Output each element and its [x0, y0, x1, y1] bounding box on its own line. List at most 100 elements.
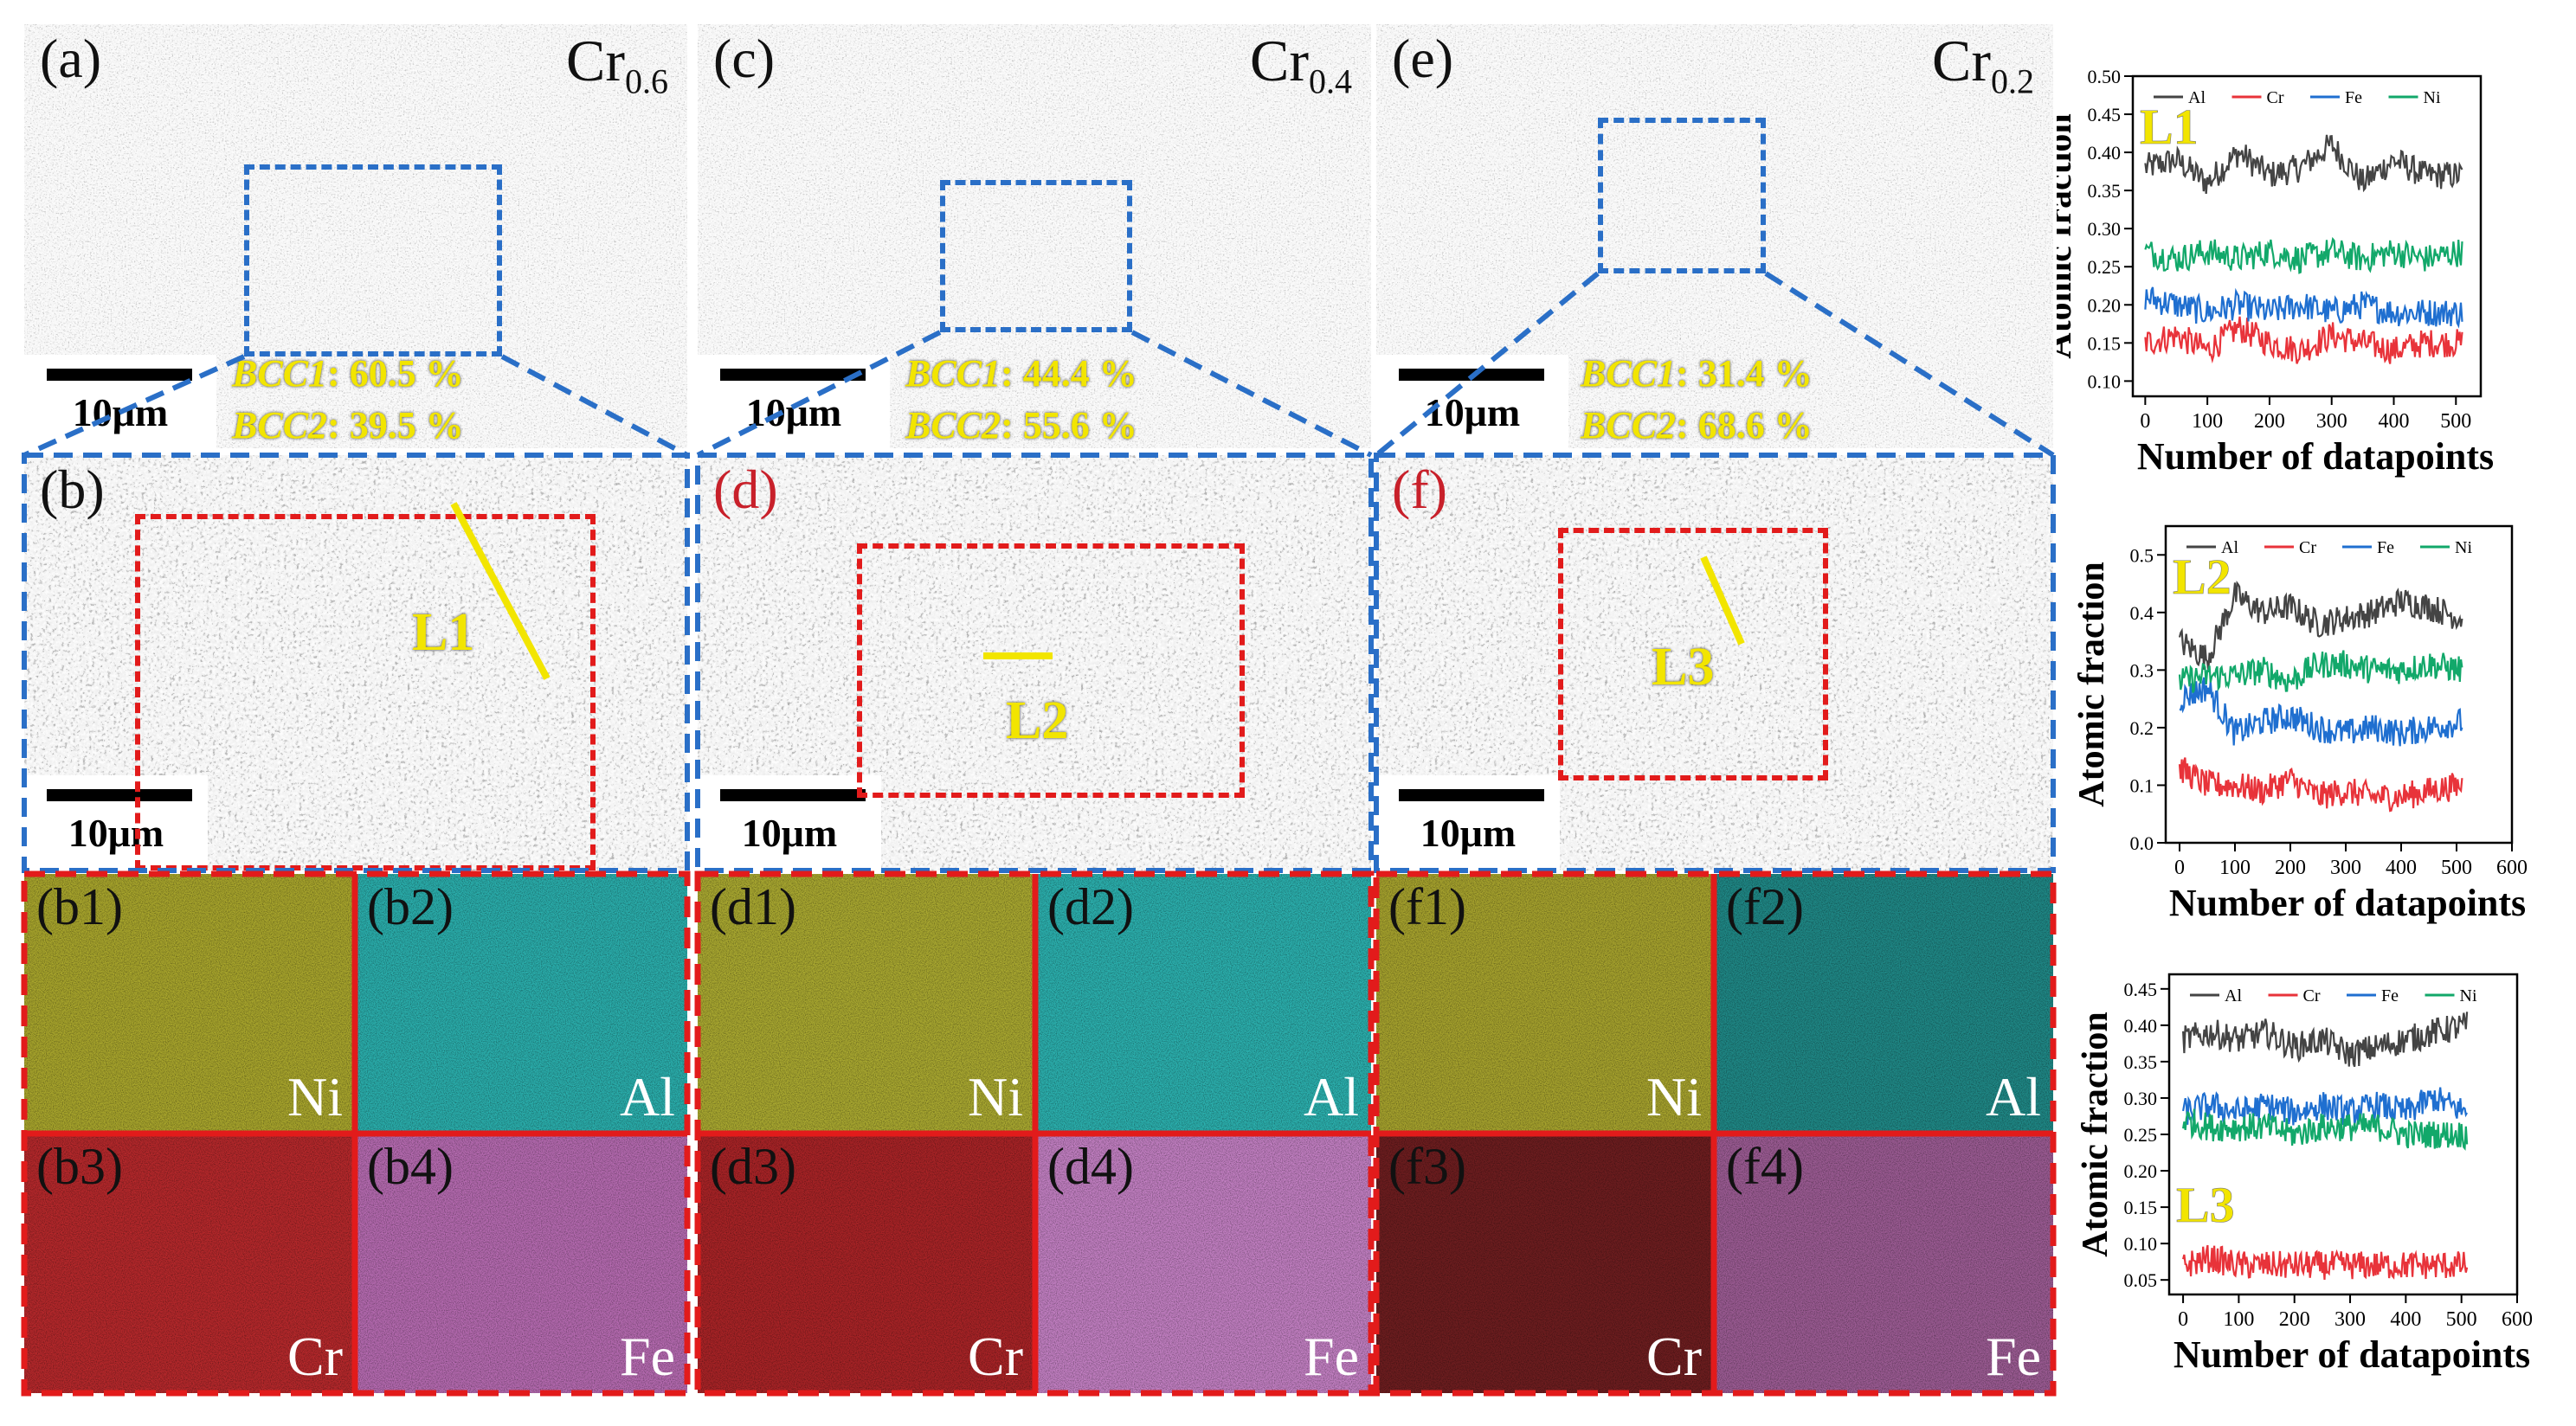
eds-map-fe: (b4) Fe — [355, 1134, 687, 1393]
element-label: Fe — [620, 1326, 675, 1387]
series-al — [2182, 1012, 2469, 1068]
eds-map-cr: (d3) Cr — [698, 1134, 1035, 1393]
line-scan-l1 — [450, 502, 551, 680]
eds-map-fe: (f4) Fe — [1714, 1134, 2053, 1393]
legend-entry: Ni — [2455, 538, 2472, 557]
series-al — [2144, 134, 2463, 194]
bcc2-fraction: BCC2: 68.6 % — [1581, 404, 1813, 446]
y-tick-label: 0.10 — [2088, 370, 2122, 392]
x-tick-label: 0 — [2140, 410, 2150, 433]
element-label: Cr — [968, 1326, 1023, 1387]
map-label: (b2) — [367, 878, 454, 935]
x-tick-label: 400 — [2379, 410, 2410, 433]
map-label: (f2) — [1726, 878, 1804, 935]
y-axis-label: Atomic fraction — [2057, 113, 2079, 358]
x-tick-label: 500 — [2446, 1308, 2477, 1331]
line-label: L2 — [1006, 691, 1069, 750]
line-scan-l3 — [1700, 556, 1745, 646]
x-tick-label: 600 — [2502, 1308, 2533, 1331]
element-label: Fe — [1986, 1326, 2041, 1387]
y-tick-label: 0.15 — [2088, 332, 2122, 354]
y-axis-label: Atomic fraction — [2076, 1012, 2116, 1256]
series-cr — [2178, 757, 2463, 813]
y-tick-label: 0.25 — [2124, 1124, 2158, 1146]
composition-label: Cr0.4 — [1250, 28, 1352, 101]
bcc2-fraction: BCC2: 39.5 % — [232, 404, 464, 446]
y-tick-label: 0.30 — [2124, 1088, 2158, 1109]
plot-frame — [2164, 524, 2514, 845]
element-label: Ni — [287, 1066, 343, 1127]
series-fe — [2179, 677, 2463, 747]
x-tick-label: 400 — [2390, 1308, 2421, 1331]
bcc1-fraction: BCC1: 31.4 % — [1581, 352, 1813, 395]
y-tick-label: 0.40 — [2124, 1015, 2158, 1037]
scale-bar: 10μm — [1376, 355, 1568, 448]
line-scan-label: L3 — [2176, 1177, 2235, 1233]
eds-map-ni: (b1) Ni — [24, 874, 355, 1134]
legend-entry: Cr — [2299, 538, 2316, 557]
x-tick-label: 100 — [2192, 410, 2223, 433]
y-tick-label: 0.4 — [2130, 602, 2154, 624]
y-tick-label: 0.5 — [2130, 544, 2154, 566]
map-label: (d1) — [710, 878, 796, 935]
y-tick-label: 0.35 — [2124, 1051, 2158, 1073]
y-tick-label: 0.35 — [2088, 180, 2122, 202]
eds-map-al: (b2) Al — [355, 874, 687, 1134]
x-tick-label: 200 — [2254, 410, 2285, 433]
x-tick-label: 100 — [2223, 1308, 2254, 1331]
chart-1: 0 100 200 300 400 500 0.10 0.15 0.20 0.25 0.30 0.35… — [2057, 66, 2494, 478]
y-tick-label: 0.15 — [2124, 1197, 2158, 1218]
series-fe — [2182, 1087, 2469, 1126]
eds-map-cr: (b3) Cr — [24, 1134, 355, 1393]
series-cr — [2144, 316, 2463, 364]
x-tick-label: 200 — [2279, 1308, 2310, 1331]
y-tick-label: 0.10 — [2124, 1233, 2158, 1255]
legend-entry: Cr — [2267, 88, 2284, 107]
x-tick-label: 500 — [2440, 410, 2471, 433]
x-axis-label: Number of datapoints — [2169, 882, 2526, 924]
legend-entry: Al — [2225, 986, 2242, 1005]
x-tick-label: 500 — [2441, 857, 2472, 879]
panel-label: (a) — [40, 28, 102, 89]
element-label: Cr — [1646, 1326, 1702, 1387]
legend-entry: Al — [2188, 88, 2206, 107]
bcc2-fraction: BCC2: 55.6 % — [905, 404, 1137, 446]
map-label: (b4) — [367, 1138, 454, 1195]
legend: Al Cr Fe Ni — [2186, 538, 2472, 557]
series-ni — [2182, 1108, 2469, 1151]
element-label: Ni — [968, 1066, 1023, 1127]
x-tick-label: 0 — [2174, 857, 2185, 879]
eds-map-cr: (f3) Cr — [1376, 1134, 1714, 1393]
line-scan-label: L1 — [2140, 99, 2199, 155]
y-tick-label: 0.30 — [2088, 218, 2122, 240]
legend-entry: Al — [2221, 538, 2238, 557]
eds-map-fe: (d4) Fe — [1035, 1134, 1371, 1393]
legend: Al Cr Fe Ni — [2190, 986, 2477, 1005]
y-tick-label: 0.1 — [2130, 774, 2154, 796]
legend-entry: Fe — [2381, 986, 2399, 1005]
x-tick-label: 300 — [2330, 857, 2361, 879]
panel-e: (e) Cr0.2 10μm BCC1: 31.4 % BCC2: 68.6 % — [1376, 24, 2053, 448]
chart-3: 0 100 200 300 400 500 600 0.05 0.10 0.15 0.20 0.25 0… — [2076, 973, 2533, 1376]
line-scan-charts: 0 100 200 300 400 5000.100.150.200.250.300.35… — [2057, 66, 2533, 1376]
element-label: Fe — [1304, 1326, 1359, 1387]
element-label: Cr — [287, 1326, 343, 1387]
y-tick-label: 0.20 — [2124, 1160, 2158, 1182]
chart-2: 0 100 200 300 400 500 600 0.0 0.1 0.2 0.3 0.4 0.5 Num… — [2072, 524, 2528, 924]
legend-entry: Cr — [2303, 986, 2321, 1005]
zoom-region-box — [1598, 118, 1766, 273]
x-axis-label: Number of datapoints — [2174, 1333, 2530, 1376]
map-label: (f1) — [1388, 878, 1466, 935]
panel-label: (c) — [713, 28, 776, 89]
eds-map-ni: (f1) Ni — [1376, 874, 1714, 1134]
series-al — [2178, 580, 2463, 671]
panel-d: (d) 10μm L2 — [698, 455, 1371, 870]
map-label: (f4) — [1726, 1138, 1804, 1195]
element-label: Al — [1304, 1066, 1359, 1127]
composition-label: Cr0.6 — [566, 28, 668, 101]
element-label: Ni — [1646, 1066, 1702, 1127]
y-tick-label: 0.05 — [2124, 1269, 2158, 1291]
eds-map-al: (f2) Al — [1714, 874, 2053, 1134]
series-fe — [2144, 286, 2463, 329]
x-tick-label: 600 — [2496, 857, 2528, 879]
